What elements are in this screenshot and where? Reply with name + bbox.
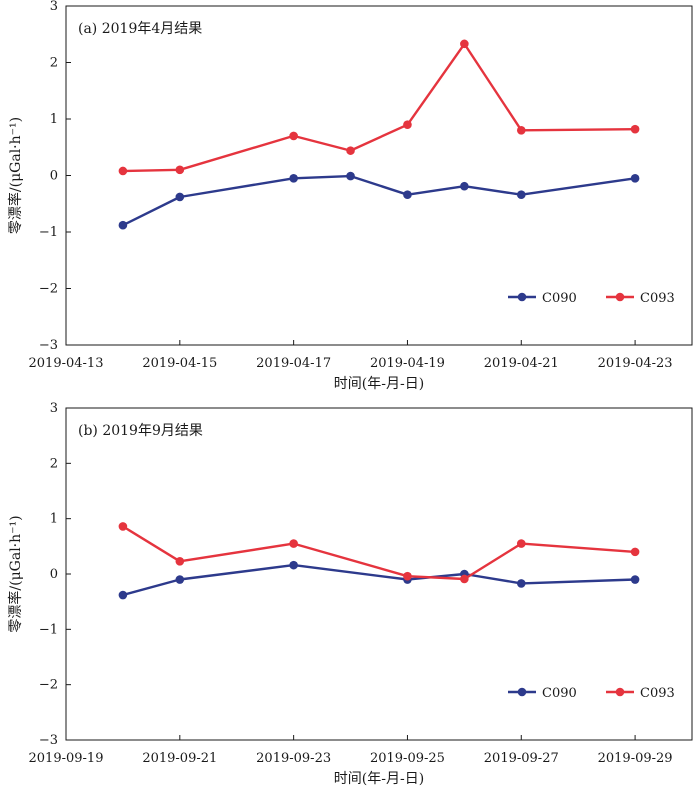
data-point xyxy=(516,126,526,135)
data-point xyxy=(460,39,469,49)
series-c090 xyxy=(118,560,640,600)
legend-item-c093: C093 xyxy=(606,686,675,701)
legend-marker xyxy=(615,292,625,302)
plot-frame xyxy=(65,407,693,741)
legend-label: C093 xyxy=(640,291,675,306)
data-point xyxy=(630,174,640,183)
y-tick-label: 2 xyxy=(50,56,58,71)
legend-item-c093: C093 xyxy=(606,291,675,306)
legend-marker xyxy=(615,687,625,697)
data-point xyxy=(630,547,640,557)
x-tick-label: 2019-04-17 xyxy=(256,356,331,371)
legend-marker xyxy=(517,687,527,697)
y-axis-title: 零漂率/(μGal·h⁻¹) xyxy=(7,117,24,234)
data-point xyxy=(289,174,298,183)
data-point xyxy=(118,590,128,600)
x-tick-label: 2019-04-13 xyxy=(29,356,104,371)
panel-title: (a) 2019年4月结果 xyxy=(78,21,202,37)
y-tick-label: −1 xyxy=(39,225,58,240)
data-point xyxy=(175,165,185,175)
data-point xyxy=(289,560,298,570)
x-tick-label: 2019-09-27 xyxy=(484,751,559,766)
y-tick-label: −1 xyxy=(39,622,58,637)
legend-marker xyxy=(517,292,527,302)
y-tick-label: −3 xyxy=(39,733,58,748)
x-axis-title: 时间(年-月-日) xyxy=(334,376,424,392)
series-line xyxy=(122,563,636,597)
y-tick-label: 1 xyxy=(50,112,58,127)
data-point xyxy=(403,571,412,581)
data-point xyxy=(516,579,526,588)
legend-label: C093 xyxy=(640,686,675,701)
chart-panel-b: 3 2 1 0 −1 −2 −3 2019-09-19 2019-09-21 2019-09-23… xyxy=(7,401,693,787)
data-point xyxy=(289,131,298,141)
data-point xyxy=(403,120,412,129)
x-tick-label: 2019-04-19 xyxy=(370,356,445,371)
y-tick-label: −2 xyxy=(39,678,58,693)
chart-panel-a: 3 2 1 0 −1 −2 −3 2019-04-13 2019-04-15 2019-04-17… xyxy=(7,0,693,392)
y-tick-label: 0 xyxy=(50,567,58,582)
y-tick-label: 2 xyxy=(50,456,58,471)
y-tick-label: 3 xyxy=(50,401,58,416)
y-tick-label: −2 xyxy=(39,282,58,297)
panel-title: (b) 2019年9月结果 xyxy=(78,423,203,439)
data-point xyxy=(118,220,128,230)
series-line xyxy=(122,42,636,173)
legend-label: C090 xyxy=(542,291,577,306)
legend-item-c090: C090 xyxy=(508,291,577,306)
data-point xyxy=(175,192,185,202)
y-tick-label: 1 xyxy=(50,512,58,527)
x-tick-label: 2019-04-21 xyxy=(484,356,559,371)
data-point xyxy=(630,124,640,134)
series-c093 xyxy=(118,522,640,584)
series-line xyxy=(122,174,636,227)
data-point xyxy=(516,539,526,548)
data-point xyxy=(118,166,128,176)
data-point xyxy=(346,171,355,181)
data-point xyxy=(346,146,355,155)
data-point xyxy=(175,575,185,584)
data-point xyxy=(118,522,128,531)
legend-label: C090 xyxy=(542,686,577,701)
y-tick-label: 0 xyxy=(50,169,58,184)
series-c093 xyxy=(118,39,640,176)
legend-item-c090: C090 xyxy=(508,686,577,701)
x-tick-label: 2019-09-25 xyxy=(370,751,445,766)
x-tick-label: 2019-09-29 xyxy=(598,751,673,766)
x-tick-label: 2019-09-23 xyxy=(256,751,331,766)
x-tick-label: 2019-04-23 xyxy=(598,356,673,371)
data-point xyxy=(516,190,526,200)
plot-frame xyxy=(65,5,693,346)
x-tick-label: 2019-09-21 xyxy=(142,751,217,766)
data-point xyxy=(460,181,469,191)
y-tick-label: −3 xyxy=(39,338,58,353)
data-point xyxy=(289,539,298,548)
data-point xyxy=(630,575,640,584)
y-tick-label: 3 xyxy=(50,0,58,14)
data-point xyxy=(403,190,412,200)
x-axis-title: 时间(年-月-日) xyxy=(334,771,424,787)
legend: C090 C093 xyxy=(508,291,675,306)
x-tick-label: 2019-04-15 xyxy=(142,356,217,371)
legend: C090 C093 xyxy=(508,686,675,701)
data-point xyxy=(460,574,469,584)
series-line xyxy=(122,525,636,581)
series-c090 xyxy=(118,171,640,230)
data-point xyxy=(175,556,185,566)
x-tick-label: 2019-09-19 xyxy=(29,751,104,766)
y-axis-title: 零漂率/(μGal·h⁻¹) xyxy=(7,515,24,632)
